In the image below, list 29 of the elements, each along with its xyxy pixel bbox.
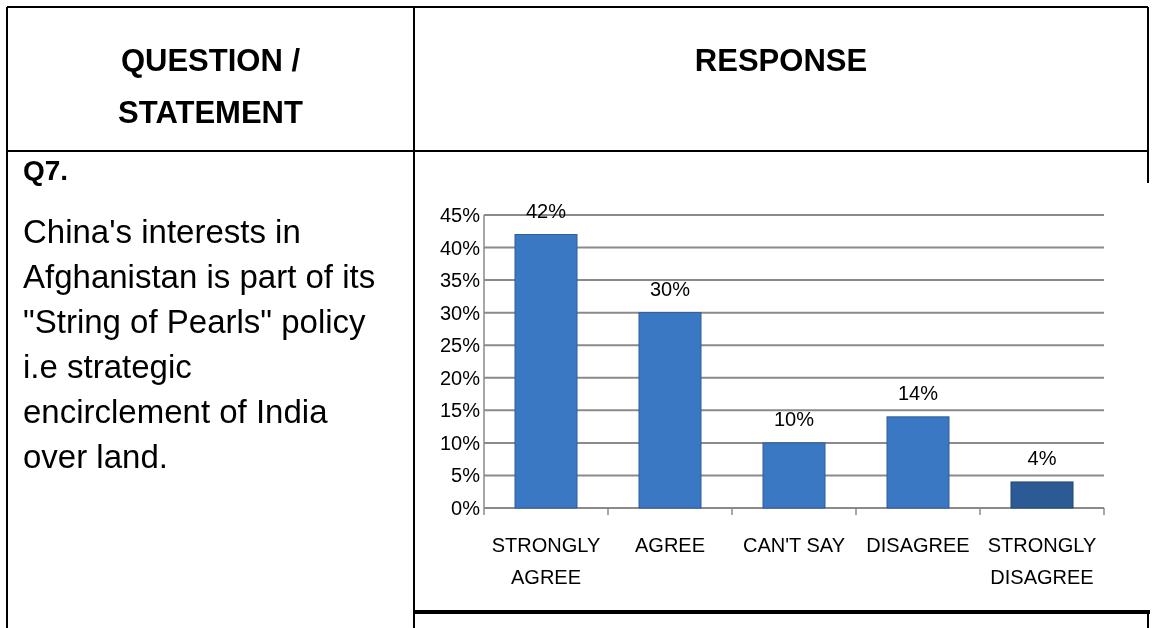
x-tick-label: STRONGLY DISAGREE bbox=[987, 534, 1097, 588]
y-tick-label: 5% bbox=[451, 464, 481, 487]
bar bbox=[514, 234, 578, 509]
y-tick-label: 15% bbox=[439, 399, 481, 422]
data-label: 30% bbox=[649, 277, 691, 300]
text: Q7. bbox=[23, 155, 69, 186]
x-tick-label: STRONGLY AGREE bbox=[491, 534, 601, 588]
x-tick-label: AGREE bbox=[634, 534, 706, 556]
y-tick-label: 0% bbox=[451, 497, 481, 519]
text: RESPONSE bbox=[694, 43, 868, 78]
y-tick-label: 10% bbox=[439, 431, 481, 454]
bar bbox=[762, 442, 826, 509]
y-tick-label: 30% bbox=[439, 301, 481, 324]
x-tick-label: DISAGREE bbox=[866, 534, 970, 556]
text: China's interests in Afghanistan is part of its "String of Pearls" policy i.e strategic encirclement of India over land. bbox=[23, 213, 376, 475]
y-tick-label: 20% bbox=[439, 366, 481, 389]
data-label: 42% bbox=[525, 199, 567, 222]
y-tick-label: 45% bbox=[439, 204, 481, 226]
bar bbox=[1010, 481, 1074, 509]
bar bbox=[886, 416, 950, 509]
data-label: 4% bbox=[1027, 446, 1057, 469]
y-tick-label: 25% bbox=[439, 334, 481, 357]
text: QUESTION / STATEMENT bbox=[118, 43, 303, 130]
data-label: 14% bbox=[897, 381, 939, 404]
y-tick-label: 35% bbox=[439, 269, 481, 292]
x-tick-label: CAN'T SAY bbox=[743, 534, 845, 556]
data-label: 10% bbox=[773, 407, 815, 430]
bar bbox=[638, 312, 702, 509]
y-tick-label: 40% bbox=[439, 236, 481, 259]
